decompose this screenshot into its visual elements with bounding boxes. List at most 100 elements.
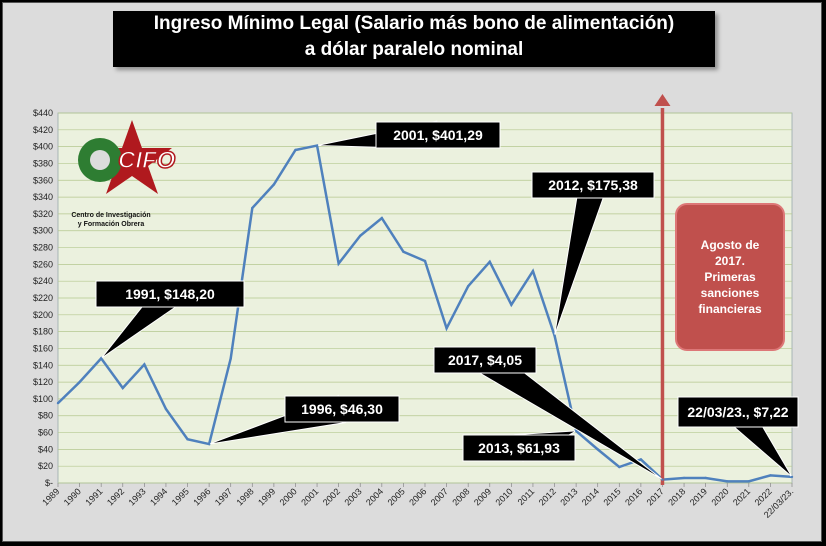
title-line-1: Ingreso Mínimo Legal (Salario más bono d…	[153, 13, 675, 34]
y-tick-label: $180	[33, 327, 53, 337]
x-tick-label: 1997	[213, 486, 234, 507]
x-tick-label: 2012	[537, 486, 558, 507]
data-point	[423, 259, 427, 263]
y-tick-label: $380	[33, 158, 53, 168]
y-tick-label: $340	[33, 192, 53, 202]
data-point	[726, 480, 729, 483]
x-tick-label: 1999	[256, 486, 277, 507]
arrow-head-icon	[654, 94, 671, 106]
x-tick-label: 2020	[709, 486, 730, 507]
x-tick-label: 2010	[494, 486, 515, 507]
logo-caption: Centro de Investigación y Formación Obre…	[66, 211, 156, 229]
callout: 2017, $4,05	[433, 346, 663, 481]
y-tick-label: $40	[38, 444, 53, 454]
x-tick-label: 2004	[364, 486, 385, 507]
data-point	[121, 386, 124, 390]
data-point	[337, 262, 340, 265]
gridlines	[58, 112, 792, 484]
cifo-logo: CIFO	[78, 120, 176, 194]
sanctions-arrow	[654, 94, 671, 485]
x-tick-label: 1996	[191, 486, 212, 507]
callouts: 1991, $148,20 1996, $46,30 2001, $401,29 20…	[95, 120, 799, 481]
x-tick-label: 2002	[321, 486, 342, 507]
data-point	[596, 448, 599, 451]
data-point	[553, 334, 556, 337]
callout-label: 22/03/23., $7,22	[687, 404, 788, 420]
x-tick-label: 2016	[623, 486, 644, 507]
x-tick-label: 2013	[558, 486, 579, 507]
x-tick-label: 2018	[666, 486, 687, 507]
y-tick-label: $320	[33, 209, 53, 219]
data-point	[186, 438, 189, 441]
logo-text: CIFO	[118, 147, 176, 174]
x-tick-label: 1992	[105, 486, 126, 507]
x-tick-label: 1989	[40, 486, 61, 507]
callout: 1991, $148,20	[95, 280, 245, 359]
x-tick-label: 2011	[516, 486, 537, 507]
data-point	[143, 363, 146, 366]
y-tick-label: $200	[33, 310, 53, 320]
y-tick-label: $100	[33, 394, 53, 404]
logo-caption-line-1: Centro de Investigación	[71, 212, 151, 219]
x-tick-label: 1990	[62, 486, 83, 507]
y-tick-label: $-	[45, 478, 53, 488]
y-tick-label: $120	[33, 377, 53, 387]
y-tick-label: $20	[38, 461, 53, 471]
data-point	[661, 478, 664, 481]
callout-label: 2017, $4,05	[448, 352, 522, 368]
x-tick-label: 2009	[472, 486, 493, 507]
callout: 2012, $175,38	[531, 171, 655, 336]
red-star-icon	[92, 120, 172, 194]
x-tick-label: 2017	[645, 486, 666, 507]
x-tick-label: 2001	[299, 486, 320, 507]
logo-caption-line-2: y Formación Obrera	[77, 221, 145, 228]
callout-label: 1996, $46,30	[301, 401, 383, 417]
x-tick-label: 1994	[148, 486, 169, 507]
x-tick-label: 2015	[601, 486, 622, 507]
x-tick-label: 1991	[83, 486, 104, 507]
x-tick-label: 2000	[278, 486, 299, 507]
y-tick-label: $80	[38, 411, 53, 421]
data-points	[56, 144, 794, 483]
y-tick-label: $160	[33, 343, 53, 353]
callout-label: 1991, $148,20	[125, 286, 215, 302]
callout: 1996, $46,30	[208, 394, 400, 445]
y-tick-label: $60	[38, 428, 53, 438]
y-tick-label: $140	[33, 360, 53, 370]
data-point	[704, 476, 707, 480]
data-point	[272, 183, 276, 186]
x-tick-label: 2007	[429, 486, 450, 507]
callout-label: 2001, $401,29	[393, 127, 483, 143]
data-point	[229, 357, 232, 360]
x-tick-label: 2005	[386, 486, 407, 507]
y-tick-label: $280	[33, 243, 53, 253]
data-point	[618, 465, 621, 469]
y-axis-ticks: $- $20 $40 $60 $80 $100 $120 $140 $160 $180 $200 $2…	[33, 108, 53, 488]
data-point	[488, 260, 491, 264]
data-point	[790, 475, 794, 479]
x-axis-ticks: 1989 1990 1991 1992 1993 1994 1995 1996 1997 1998…	[40, 483, 795, 520]
data-point	[207, 442, 211, 446]
x-tick-label: 2019	[688, 486, 709, 507]
x-tick-label: 2021	[731, 486, 752, 507]
callout: 2001, $401,29	[316, 120, 501, 150]
data-point	[380, 216, 384, 220]
callout: 2013, $61,93	[462, 430, 577, 463]
data-point	[294, 148, 297, 152]
x-tick-label: 1995	[170, 486, 191, 507]
data-point	[682, 476, 686, 480]
data-point	[402, 250, 405, 253]
chart-title: Ingreso Mínimo Legal (Salario más bono d…	[113, 11, 715, 67]
y-tick-label: $240	[33, 276, 53, 286]
data-point	[466, 285, 470, 288]
y-tick-label: $420	[33, 125, 53, 135]
y-tick-label: $440	[33, 108, 53, 118]
data-point	[574, 429, 578, 433]
callout-label: 2013, $61,93	[478, 440, 560, 456]
y-tick-label: $220	[33, 293, 53, 303]
y-tick-label: $300	[33, 226, 53, 236]
data-point	[445, 327, 448, 330]
data-point	[251, 206, 254, 210]
sanctions-annotation-box: Agosto de 2017. Primeras sanciones finan…	[675, 203, 785, 351]
